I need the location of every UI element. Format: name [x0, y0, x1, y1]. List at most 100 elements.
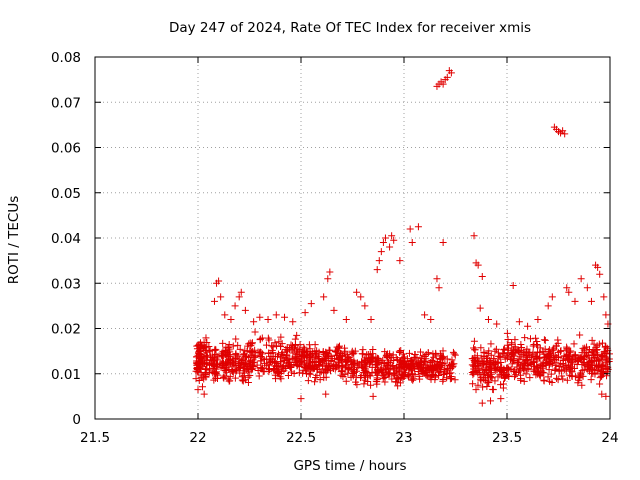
- data-point: [394, 363, 402, 371]
- data-point: [311, 378, 319, 386]
- data-point: [402, 362, 410, 370]
- data-point: [202, 334, 210, 342]
- data-point: [484, 377, 492, 385]
- data-point: [204, 353, 212, 361]
- data-point: [272, 311, 280, 319]
- y-tick-label: 0.02: [51, 322, 81, 338]
- data-point: [349, 369, 357, 377]
- data-point: [576, 354, 584, 362]
- data-point: [485, 366, 493, 374]
- data-point: [598, 390, 606, 398]
- data-point: [246, 371, 254, 379]
- data-point: [439, 239, 447, 247]
- x-tick-label: 23.5: [492, 430, 522, 446]
- y-tick-label: 0: [72, 412, 81, 428]
- data-point: [335, 343, 343, 351]
- data-point: [259, 368, 267, 376]
- data-point: [300, 352, 308, 360]
- data-point: [239, 376, 247, 384]
- data-point: [277, 333, 285, 341]
- data-point: [470, 344, 478, 352]
- data-point: [306, 370, 314, 378]
- data-point: [315, 348, 323, 356]
- data-point: [563, 350, 571, 358]
- data-point: [480, 353, 488, 361]
- data-point: [337, 371, 345, 379]
- data-point: [217, 293, 225, 301]
- data-point: [394, 382, 402, 390]
- data-point: [600, 293, 608, 301]
- data-point: [436, 354, 444, 362]
- data-point: [215, 277, 223, 285]
- data-point: [540, 376, 548, 384]
- data-point: [209, 361, 217, 369]
- data-point: [374, 355, 382, 363]
- data-point: [228, 366, 236, 374]
- data-point: [474, 360, 482, 368]
- data-point: [297, 357, 305, 365]
- data-point: [441, 365, 449, 373]
- data-point: [576, 331, 584, 339]
- data-point: [487, 397, 495, 405]
- data-point: [485, 378, 493, 386]
- data-point: [326, 268, 334, 276]
- data-point: [439, 347, 447, 355]
- data-point: [555, 367, 563, 375]
- data-point: [499, 380, 507, 388]
- data-point: [544, 373, 552, 381]
- data-point: [578, 381, 586, 389]
- data-point: [433, 275, 441, 283]
- data-point: [195, 376, 203, 384]
- data-point: [536, 364, 544, 372]
- data-point: [561, 130, 569, 138]
- data-point: [246, 357, 254, 365]
- data-point: [584, 363, 592, 371]
- data-point: [434, 369, 442, 377]
- data-point: [600, 347, 608, 355]
- data-point: [587, 297, 595, 305]
- data-point: [531, 366, 539, 374]
- data-point: [378, 368, 386, 376]
- data-point: [504, 335, 512, 343]
- data-point: [493, 320, 501, 328]
- data-point: [254, 366, 262, 374]
- data-point: [534, 315, 542, 323]
- data-point: [195, 355, 203, 363]
- data-point: [554, 376, 562, 384]
- data-point: [449, 362, 457, 370]
- data-point: [278, 349, 286, 357]
- data-point: [485, 347, 493, 355]
- data-point: [350, 366, 358, 374]
- data-point: [198, 383, 206, 391]
- data-point: [523, 345, 531, 353]
- data-point: [407, 364, 415, 372]
- data-point: [559, 375, 567, 383]
- data-point: [591, 365, 599, 373]
- data-point: [565, 347, 573, 355]
- data-point: [222, 361, 230, 369]
- data-point: [361, 302, 369, 310]
- data-point: [536, 372, 544, 380]
- data-point: [219, 339, 227, 347]
- data-point: [443, 355, 451, 363]
- data-point: [448, 374, 455, 382]
- x-tick-label: 22.5: [286, 430, 316, 446]
- data-point: [563, 284, 571, 292]
- data-point: [488, 374, 496, 382]
- data-point: [275, 362, 283, 370]
- data-point: [353, 381, 361, 389]
- data-point: [381, 378, 389, 386]
- data-point: [476, 304, 484, 312]
- data-point: [226, 377, 234, 385]
- data-point: [494, 352, 502, 360]
- data-point: [497, 381, 505, 389]
- data-point: [518, 344, 526, 351]
- data-point: [421, 311, 429, 319]
- data-point: [283, 351, 291, 359]
- data-point: [306, 345, 314, 353]
- data-point: [439, 80, 447, 88]
- data-point: [388, 232, 396, 240]
- data-point: [253, 361, 261, 369]
- data-point: [423, 372, 431, 380]
- data-point: [344, 355, 352, 363]
